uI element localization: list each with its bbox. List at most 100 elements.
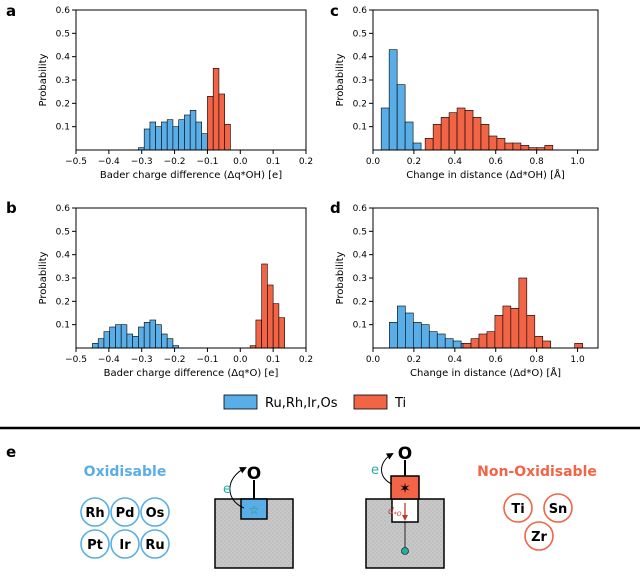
- oxidisable-title: Oxidisable: [84, 464, 167, 480]
- bar-b-red-3: [267, 284, 274, 349]
- bar-d-red-11: [574, 343, 583, 349]
- legend-blue-swatch: [223, 394, 258, 410]
- bar-b-blue-4: [115, 324, 122, 349]
- ylabel-d: Probability: [335, 251, 346, 304]
- xtick-label-d-0: 0.0: [366, 355, 381, 365]
- bar-b-blue-7: [132, 336, 139, 349]
- bar-d-red-6: [510, 308, 520, 349]
- substrate-block-left: [214, 498, 294, 569]
- legend-blue-label: Ru,Rh,Ir,Os: [265, 396, 338, 411]
- star-icon-left: ☆: [249, 503, 260, 517]
- xtick-label-a-6: 0.1: [266, 157, 280, 167]
- element-circle-ir: [110, 529, 140, 559]
- ytick-label-c-2: 0.3: [353, 76, 367, 86]
- bar-a-blue-4: [161, 121, 168, 151]
- bar-b-blue-5: [120, 324, 128, 349]
- bar-b-red-5: [278, 317, 285, 349]
- element-label-pd: Pd: [116, 506, 135, 521]
- element-circle-os: [140, 497, 170, 527]
- bar-b-blue-6: [126, 333, 133, 349]
- ytick-label-c-3: 0.4: [353, 53, 368, 63]
- xtick-label-c-1: 0.2: [407, 157, 421, 167]
- ylabel-c: Probability: [335, 53, 346, 106]
- bar-a-blue-3: [155, 126, 162, 151]
- bar-d-red-0: [462, 343, 472, 349]
- bar-d-red-10: [542, 340, 552, 349]
- xtick-label-a-5: 0.0: [233, 157, 248, 167]
- bar-c-blue-4: [412, 142, 422, 151]
- xtick-label-c-5: 1.0: [570, 157, 585, 167]
- electron-arrow-right: [381, 453, 394, 485]
- bar-c-red-15: [544, 145, 554, 151]
- non-oxidisable-schematic: ✶ O e d*O: [365, 444, 445, 569]
- xlabel-b: Bader charge difference (Δq*O) [e]: [104, 368, 279, 379]
- bar-c-blue-1: [388, 49, 398, 151]
- ytick-label-b-4: 0.5: [56, 227, 70, 237]
- xtick-label-d-4: 0.8: [529, 355, 544, 365]
- bar-b-blue-1: [97, 338, 105, 349]
- bar-a-blue-5: [166, 119, 174, 151]
- bar-b-blue-2: [103, 331, 110, 349]
- xtick-label-b-6: 0.1: [266, 355, 280, 365]
- bar-a-blue-8: [184, 114, 191, 151]
- bar-a-red-3: [224, 124, 231, 151]
- xtick-label-a-7: 0.2: [299, 157, 313, 167]
- ytick-label-d-1: 0.2: [353, 297, 367, 307]
- bar-d-red-4: [494, 315, 504, 349]
- electron-label-right: e: [371, 463, 379, 478]
- ytick-label-c-4: 0.5: [353, 29, 367, 39]
- bar-a-blue-7: [178, 119, 185, 151]
- ytick-label-a-5: 0.6: [56, 6, 71, 16]
- ytick-label-c-5: 0.6: [353, 6, 368, 16]
- chart-a: −0.5 −0.4 −0.3 −0.2 −0.1 0.0 0.1 0.2 0.1 0.2 0.3 0.…: [38, 6, 313, 181]
- bar-d-red-1: [470, 338, 480, 349]
- xtick-label-b-1: −0.4: [98, 355, 120, 365]
- ytick-label-b-5: 0.6: [56, 204, 71, 214]
- bar-b-red-2: [261, 263, 268, 349]
- chart-c: 0.0 0.2 0.4 0.6 0.8 1.00.10.20.30.40.50.6Chan…: [335, 6, 599, 181]
- element-circle-rh: [80, 497, 110, 527]
- bar-a-blue-10: [195, 121, 202, 151]
- legend-red-label: Ti: [394, 396, 406, 411]
- bar-d-red-9: [534, 336, 544, 349]
- ytick-label-a-2: 0.3: [56, 76, 70, 86]
- xtick-label-b-7: 0.2: [299, 355, 313, 365]
- panel-letter-e: e: [6, 443, 16, 461]
- bar-c-red-12: [520, 145, 530, 151]
- electron-label-left: e: [223, 482, 231, 497]
- bar-d-blue-4: [420, 324, 430, 349]
- bar-c-blue-3: [404, 121, 414, 151]
- bar-b-blue-12: [161, 333, 168, 349]
- bar-b-blue-13: [166, 338, 174, 349]
- bar-c-red-6: [472, 117, 482, 151]
- bar-d-red-2: [478, 333, 488, 349]
- bar-d-red-3: [486, 331, 496, 349]
- bar-d-blue-6: [436, 333, 446, 349]
- xlabel-c: Change in distance (Δd*OH) [Å]: [406, 168, 565, 181]
- bar-d-red-5: [502, 305, 512, 349]
- element-label-sn: Sn: [549, 502, 568, 517]
- bar-d-blue-7: [444, 338, 454, 349]
- xtick-label-a-2: −0.3: [131, 157, 153, 167]
- element-label-rh: Rh: [85, 506, 104, 521]
- bar-c-red-2: [440, 117, 450, 151]
- bar-b-blue-3: [109, 326, 116, 349]
- element-circle-sn: [543, 493, 573, 523]
- xtick-label-c-2: 0.4: [448, 157, 463, 167]
- xtick-label-d-3: 0.6: [489, 355, 504, 365]
- xtick-label-c-4: 0.8: [529, 157, 544, 167]
- element-circle-pd: [110, 497, 140, 527]
- xlabel-a: Bader charge difference (Δq*OH) [e]: [100, 170, 282, 181]
- chart-b: −0.5 −0.4 −0.3 −0.2 −0.1 0.0 0.1 0.2 0.1 0.2 0.3 0.…: [38, 204, 313, 379]
- chart-d: 0.0 0.2 0.4 0.6 0.8 1.00.10.20.30.40.50.6Chan…: [335, 204, 599, 379]
- distance-label: d*O: [388, 507, 402, 518]
- ylabel-b: Probability: [38, 251, 49, 304]
- ytick-label-d-3: 0.4: [353, 251, 368, 261]
- legend-red-swatch: [353, 394, 388, 410]
- bar-c-red-1: [432, 124, 442, 151]
- bar-d-blue-3: [412, 322, 422, 349]
- bar-b-blue-9: [143, 322, 151, 349]
- ytick-label-a-0: 0.1: [56, 123, 70, 133]
- element-label-ti: Ti: [511, 502, 524, 517]
